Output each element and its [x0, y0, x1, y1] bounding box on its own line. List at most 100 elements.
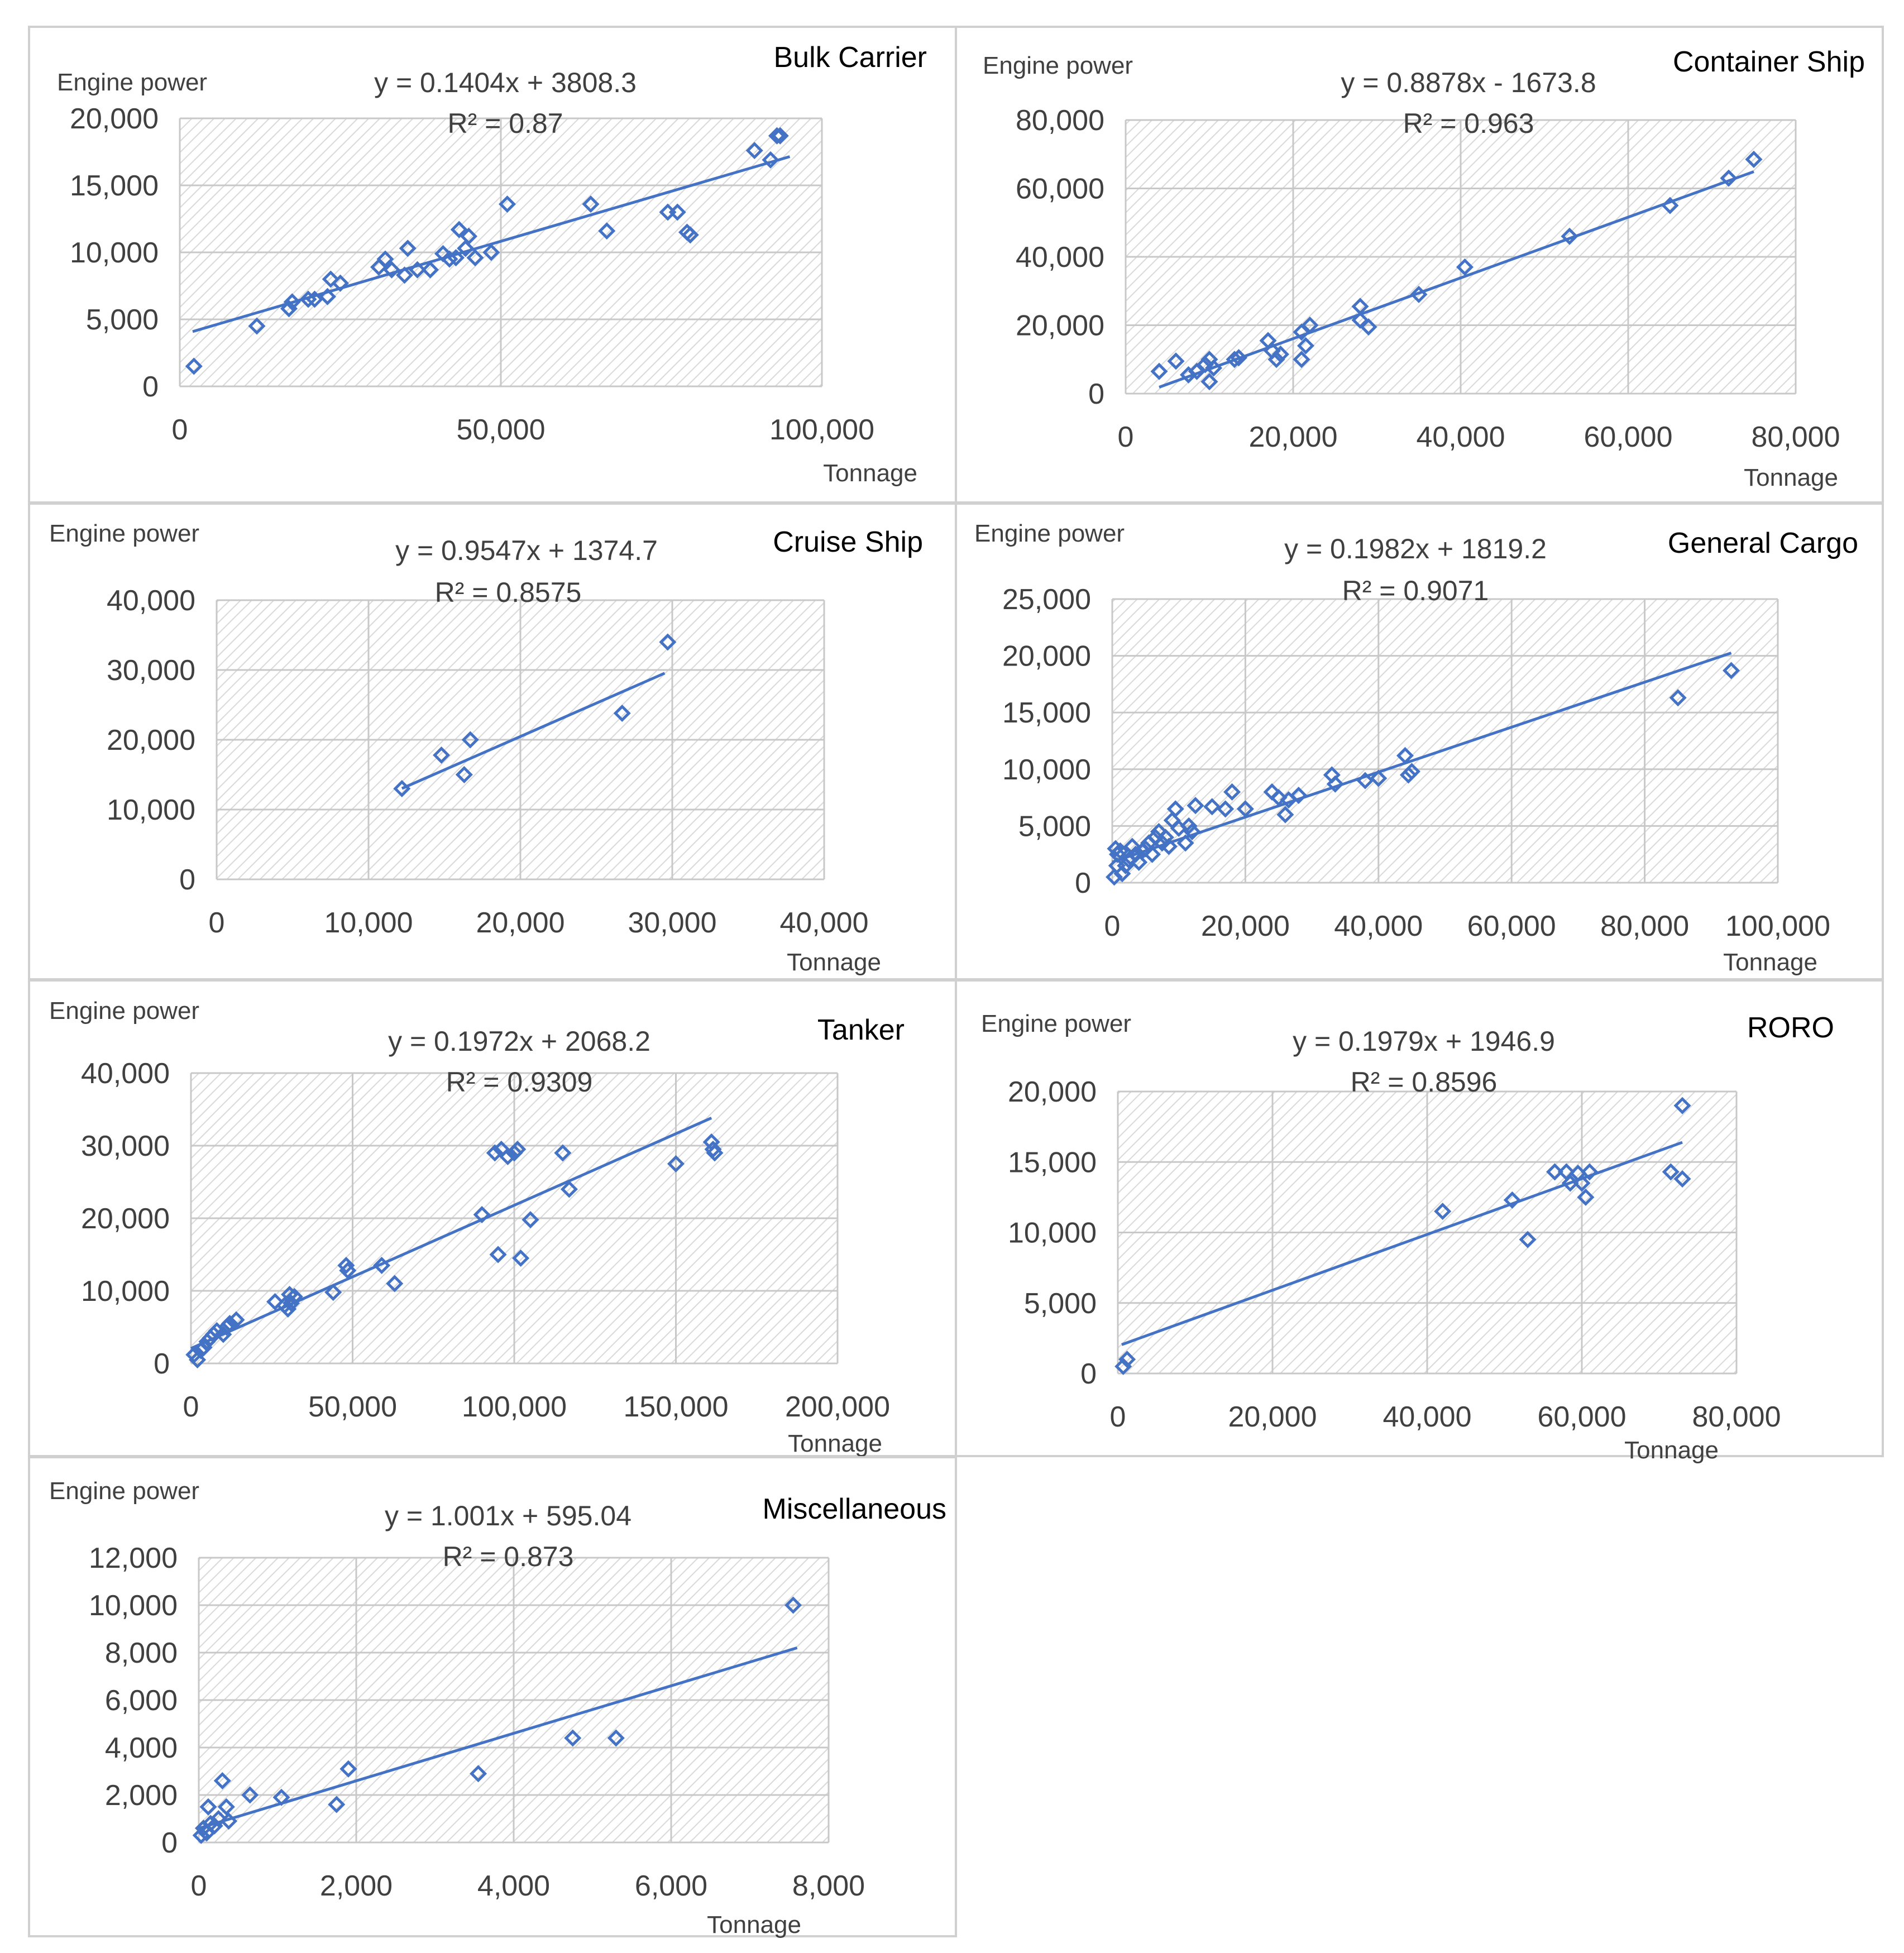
data-point — [1127, 845, 1145, 863]
y-tick-label: 0 — [161, 1827, 178, 1859]
x-tick-label: 200,000 — [785, 1391, 890, 1423]
data-point — [1167, 352, 1185, 370]
chart-title: General Cargo — [1668, 527, 1858, 559]
trend-equation: y = 0.1404x + 3808.3 — [374, 67, 637, 98]
data-point — [498, 195, 516, 213]
data-point — [1661, 197, 1679, 214]
trendline — [1112, 652, 1732, 864]
data-point — [1577, 1188, 1595, 1206]
data-point — [1271, 346, 1290, 363]
data-point — [339, 1262, 357, 1280]
r-squared: R² = 0.87 — [447, 108, 563, 139]
y-tick-label: 20,000 — [107, 724, 195, 757]
data-point — [1203, 798, 1221, 816]
y-tick-label: 0 — [179, 864, 195, 896]
data-point — [1503, 1191, 1521, 1209]
y-tick-label: 20,000 — [1008, 1076, 1097, 1108]
data-point — [185, 357, 203, 375]
y-tick-label: 30,000 — [107, 654, 195, 687]
trend-equation: y = 0.8878x - 1673.8 — [1341, 67, 1596, 98]
data-point — [209, 1810, 227, 1828]
chart-roro: 0 20,000 40,000 60,000 80,000 0 5,000 10,000 15,… — [955, 979, 1884, 1464]
data-point — [324, 1284, 342, 1301]
data-point — [1561, 1174, 1579, 1192]
data-point — [489, 1246, 507, 1263]
x-tick-label: 6,000 — [635, 1870, 707, 1902]
data-point — [421, 261, 439, 279]
data-point — [328, 1796, 346, 1813]
data-point — [1143, 845, 1161, 863]
y-tick-label: 0 — [142, 371, 159, 403]
data-point — [762, 151, 779, 169]
x-axis-label: Tonnage — [1723, 949, 1817, 976]
data-point — [667, 1155, 685, 1173]
data-point — [248, 317, 266, 335]
x-axis-label: Tonnage — [1744, 464, 1838, 491]
data-point — [395, 266, 414, 284]
data-point — [376, 250, 394, 268]
x-tick-label: 60,000 — [1584, 421, 1672, 453]
data-point — [1720, 169, 1738, 187]
data-point — [1187, 797, 1204, 815]
trend-equation: y = 0.1979x + 1946.9 — [1293, 1026, 1555, 1057]
data-point — [213, 1772, 231, 1790]
y-tick-label: 0 — [1088, 378, 1104, 410]
data-point — [668, 203, 686, 221]
chart-title: Miscellaneous — [763, 1493, 947, 1525]
data-point — [486, 1144, 504, 1162]
x-tick-label: 150,000 — [624, 1391, 729, 1423]
data-point — [457, 240, 475, 257]
data-point — [322, 270, 339, 288]
data-point — [1546, 1163, 1564, 1181]
plot-area — [1112, 599, 1778, 883]
data-point — [305, 290, 324, 308]
r-squared: R² = 0.873 — [443, 1541, 574, 1572]
trendline — [1159, 170, 1754, 389]
x-tick-label: 60,000 — [1537, 1401, 1626, 1433]
data-point — [1301, 316, 1319, 334]
y-tick-label: 40,000 — [107, 585, 195, 617]
data-point — [560, 1180, 578, 1198]
data-point — [1118, 1351, 1136, 1368]
chart-general-cargo: 0 20,000 40,000 60,000 80,000 100,000 0 5,000 10… — [955, 502, 1884, 980]
y-tick-label: 10,000 — [89, 1590, 178, 1622]
y-tick-label: 20,000 — [1016, 310, 1104, 342]
data-point — [382, 261, 401, 279]
trend-equation: y = 0.1972x + 2068.2 — [388, 1026, 650, 1057]
data-point — [598, 222, 616, 240]
data-point — [1176, 834, 1194, 852]
y-tick-label: 10,000 — [1002, 754, 1091, 786]
x-tick-label: 0 — [1104, 910, 1121, 942]
data-point — [331, 274, 350, 292]
x-tick-label: 8,000 — [792, 1870, 865, 1902]
data-point — [1180, 817, 1198, 835]
chart-title: Container Ship — [1673, 46, 1865, 78]
data-point — [1581, 1163, 1599, 1181]
data-point — [217, 1798, 235, 1816]
data-point — [199, 1798, 217, 1816]
x-tick-label: 20,000 — [1201, 910, 1290, 942]
data-point — [470, 1765, 487, 1783]
data-point — [1356, 772, 1374, 789]
data-point — [1434, 1203, 1452, 1220]
y-tick-label: 10,000 — [81, 1275, 170, 1308]
data-point — [441, 250, 458, 268]
x-tick-label: 30,000 — [628, 907, 716, 939]
r-squared: R² = 0.8596 — [1351, 1066, 1498, 1098]
data-point — [1360, 318, 1377, 336]
data-point — [1166, 800, 1184, 818]
data-point — [1123, 837, 1141, 855]
r-squared: R² = 0.963 — [1403, 108, 1534, 139]
data-point — [1399, 766, 1417, 784]
data-point — [447, 249, 465, 267]
x-tick-label: 80,000 — [1751, 421, 1840, 453]
x-axis-label: Tonnage — [707, 1911, 801, 1938]
data-point — [1410, 285, 1428, 303]
y-axis-label: Engine power — [981, 1010, 1131, 1037]
data-point — [1217, 800, 1235, 818]
data-point — [1673, 1170, 1691, 1188]
data-point — [1370, 769, 1388, 787]
data-point — [1519, 1231, 1537, 1248]
y-tick-label: 0 — [1080, 1358, 1097, 1390]
